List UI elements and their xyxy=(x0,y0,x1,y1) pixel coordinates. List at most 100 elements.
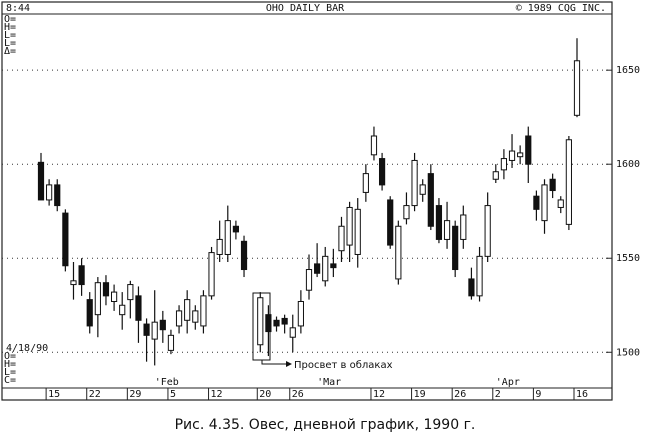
candle-body xyxy=(192,310,199,323)
candle-body xyxy=(159,319,166,331)
candle-body xyxy=(265,314,272,333)
candle-body xyxy=(395,225,402,280)
candle-body xyxy=(338,225,345,252)
candle-body xyxy=(86,299,93,327)
candle-body xyxy=(403,205,410,220)
candle-body xyxy=(216,238,223,255)
chart-title: OHO DAILY BAR xyxy=(266,3,345,14)
candle-body xyxy=(565,139,572,225)
readout-label: H= xyxy=(4,22,16,33)
candle-body xyxy=(443,220,451,240)
frame xyxy=(1,1,613,401)
candle-body xyxy=(573,60,581,116)
y-tick-label: 1500 xyxy=(616,347,640,358)
candle-body xyxy=(549,178,556,192)
candle-body xyxy=(541,184,548,222)
candle-body xyxy=(200,295,207,327)
candle-body xyxy=(208,252,215,297)
annotation-arrow xyxy=(261,360,290,365)
candle-body xyxy=(525,135,532,165)
month-label: 'Apr xyxy=(496,377,520,388)
month-label: 'Mar xyxy=(317,377,341,388)
candle-body xyxy=(557,199,564,208)
x-tick-label: 15 xyxy=(48,389,60,400)
candle-body xyxy=(330,263,337,269)
readout-label: L= xyxy=(4,38,16,49)
x-tick-label: 16 xyxy=(576,389,588,400)
candle-body xyxy=(78,265,85,286)
y-tick-label: 1550 xyxy=(616,253,640,264)
candle-body xyxy=(533,195,540,210)
candle-body xyxy=(224,220,231,255)
candle-body xyxy=(517,152,524,158)
candle-body xyxy=(314,263,321,274)
candle-body xyxy=(370,135,378,156)
readout-label: Δ= xyxy=(4,46,16,57)
x-tick-label: 12 xyxy=(373,389,385,400)
candle-body xyxy=(232,225,240,233)
candle-body xyxy=(110,291,118,302)
candle-body xyxy=(240,240,248,271)
x-tick-label: 5 xyxy=(170,389,176,400)
candle-body xyxy=(70,280,77,286)
candle-body xyxy=(175,310,183,327)
copyright: © 1989 CQG INC. xyxy=(516,3,606,14)
candle-body xyxy=(468,278,475,297)
candle-body xyxy=(460,214,467,240)
annotation: Просвет в облаках xyxy=(294,360,393,371)
month-label: 'Feb xyxy=(155,377,179,388)
candle-body xyxy=(273,319,280,327)
candle-body xyxy=(427,173,434,227)
candle-body xyxy=(354,208,361,255)
candle-body xyxy=(119,304,126,316)
candle-body xyxy=(476,255,483,297)
candle-body xyxy=(46,184,53,201)
x-tick-label: 26 xyxy=(454,389,466,400)
candle-body xyxy=(411,159,418,207)
readout-label: O= xyxy=(4,351,16,362)
candle-body xyxy=(184,299,191,321)
x-tick-label: 22 xyxy=(89,389,101,400)
x-tick-label: 12 xyxy=(211,389,223,400)
x-tick-label: 19 xyxy=(414,389,426,400)
date-label: 4/18/90 xyxy=(6,343,48,354)
y-tick-label: 1650 xyxy=(616,65,640,76)
candle-body xyxy=(127,284,134,301)
candle-body xyxy=(492,171,499,180)
candle-body xyxy=(151,321,158,340)
y-tick-label: 1600 xyxy=(616,159,640,170)
candle-body xyxy=(281,317,288,325)
x-tick-label: 26 xyxy=(292,389,304,400)
candle-body xyxy=(378,158,386,186)
candle-body xyxy=(500,158,508,171)
x-tick-label: 20 xyxy=(259,389,271,400)
candle-body xyxy=(94,282,101,316)
caption: Рис. 4.35. Овес, дневной график, 1990 г. xyxy=(175,417,476,433)
candle-body xyxy=(435,205,443,240)
time: 8:44 xyxy=(6,3,30,14)
arrow-head xyxy=(286,361,292,367)
candle-body xyxy=(135,295,142,321)
readout-label: L= xyxy=(4,30,16,41)
x-tick-label: 29 xyxy=(129,389,141,400)
candle-body xyxy=(484,205,491,257)
candle-body xyxy=(346,206,353,246)
candle-body xyxy=(143,323,150,336)
candle-body xyxy=(305,269,313,291)
readout-label: L= xyxy=(4,367,16,378)
candle-body xyxy=(362,173,369,193)
candle-body xyxy=(419,184,426,195)
candle-body xyxy=(167,334,175,351)
candle-body xyxy=(508,150,516,161)
x-tick-label: 2 xyxy=(495,389,501,400)
candle-body xyxy=(322,255,329,282)
readout-label: C= xyxy=(4,375,16,386)
candle-body xyxy=(257,297,264,346)
x-tick-label: 9 xyxy=(535,389,541,400)
candle-body xyxy=(387,199,394,246)
readout-label: H= xyxy=(4,359,16,370)
candle-body xyxy=(289,327,296,338)
readout-label: O= xyxy=(4,14,16,25)
candle-body xyxy=(62,212,69,267)
